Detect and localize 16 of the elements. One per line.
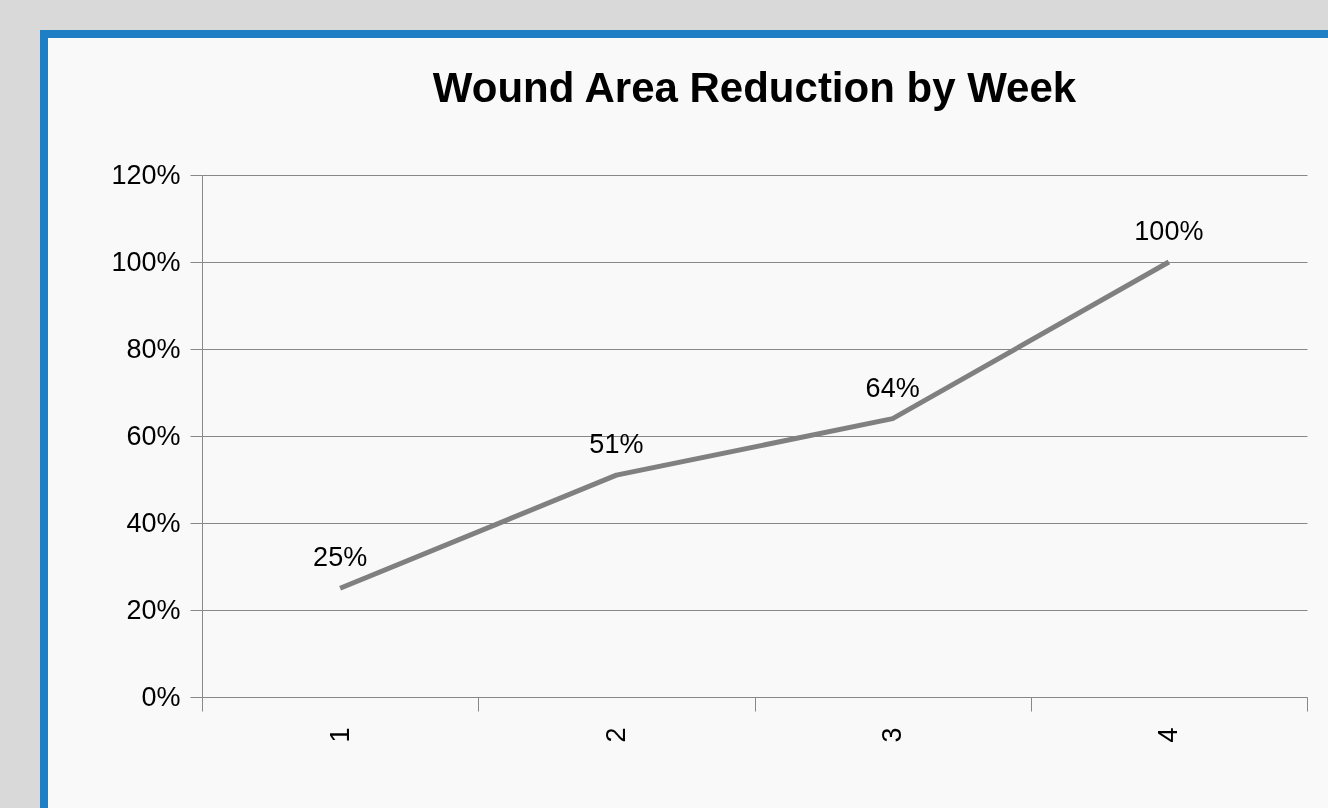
x-tick-label: 1 xyxy=(324,727,355,743)
data-label: 51% xyxy=(589,429,644,460)
y-tick-label: 60% xyxy=(126,420,181,451)
y-tick-label: 80% xyxy=(126,333,181,364)
y-tick-label: 120% xyxy=(111,159,181,190)
data-label: 64% xyxy=(865,372,920,403)
y-tick-label: 0% xyxy=(141,681,181,712)
x-tick-label: 2 xyxy=(600,727,631,743)
data-label: 100% xyxy=(1134,216,1204,246)
x-tick-label: 3 xyxy=(877,727,908,743)
chart-title: Wound Area Reduction by Week xyxy=(432,64,1077,111)
x-tick-label: 4 xyxy=(1153,727,1184,743)
y-tick-label: 100% xyxy=(111,246,181,277)
y-tick-label: 40% xyxy=(126,507,181,538)
data-label: 25% xyxy=(313,542,368,573)
y-tick-label: 20% xyxy=(126,594,181,625)
